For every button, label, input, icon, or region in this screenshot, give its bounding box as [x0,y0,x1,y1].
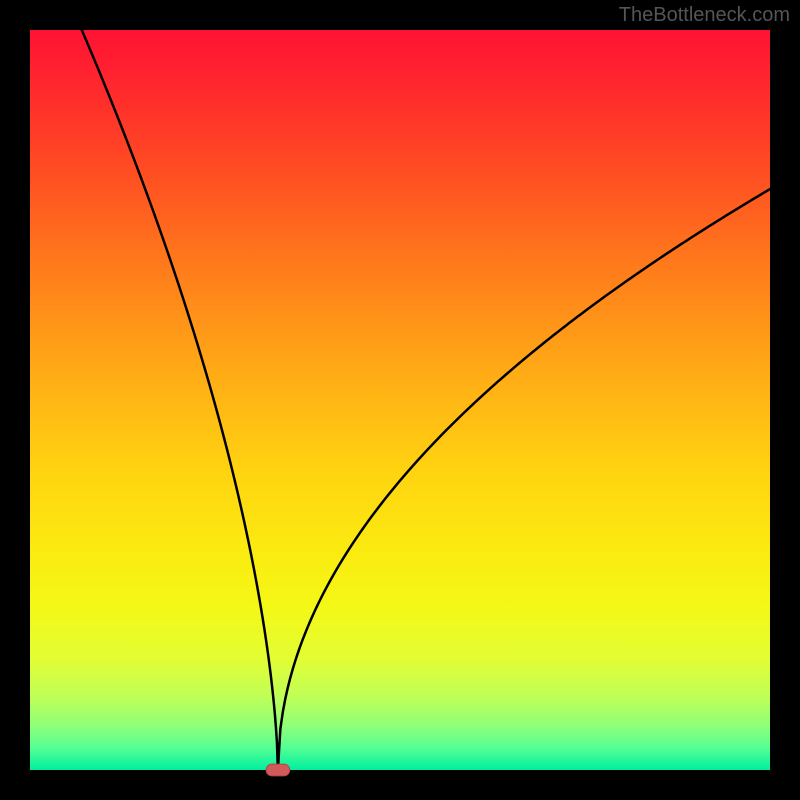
plot-area [30,30,770,770]
watermark-label: TheBottleneck.com [619,4,790,27]
chart-container: TheBottleneck.com [0,0,800,800]
optimal-point-marker [266,764,290,776]
bottleneck-chart [0,0,800,800]
